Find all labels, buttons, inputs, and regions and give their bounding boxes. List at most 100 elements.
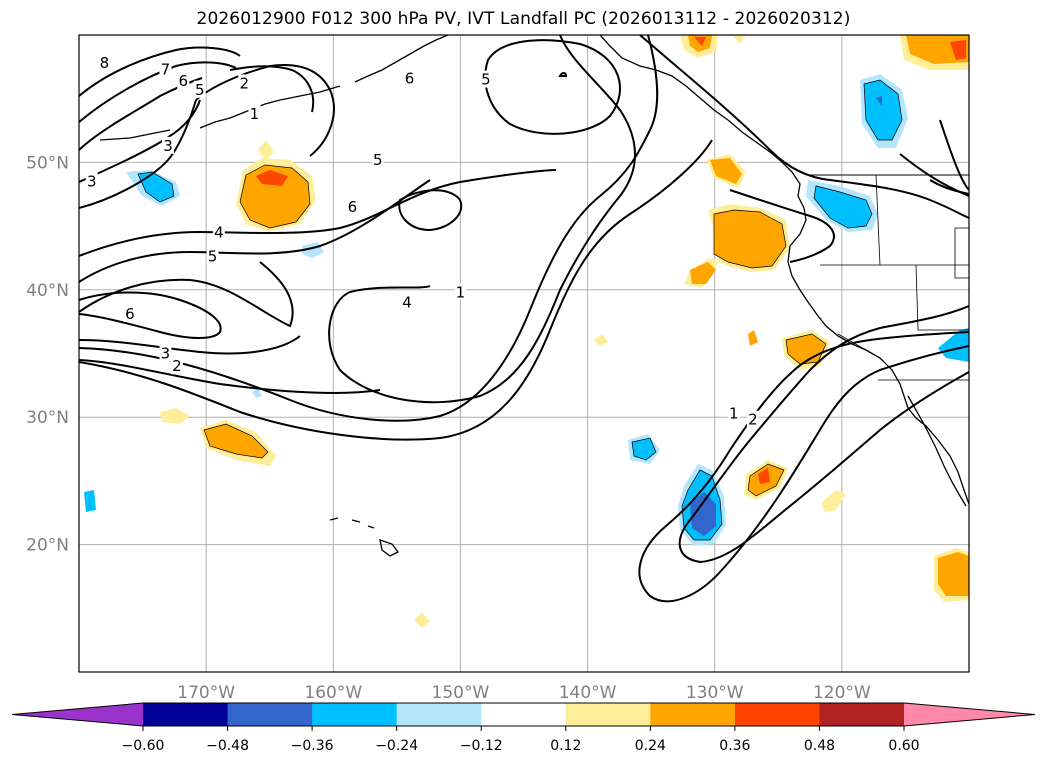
colorbar-tick-label: −0.24: [375, 738, 418, 754]
contour-label-bg: [479, 70, 492, 88]
shade-patch-orange: [204, 424, 268, 458]
colorbar-segment: [396, 703, 482, 726]
colorbar-tick-label: 0.48: [804, 738, 835, 754]
colorbar-segment: [481, 703, 567, 726]
colorbar-tick-label: −0.48: [206, 738, 249, 754]
contour-label: 1: [250, 105, 260, 123]
contour-label-bg: [162, 136, 174, 154]
contour-label: 4: [214, 223, 224, 241]
shade-patch-orange: [240, 165, 310, 228]
contour-label: 5: [481, 71, 491, 89]
contour-label-bg: [159, 60, 172, 78]
contour-label: 2: [172, 357, 182, 375]
colorbar-tick-label: 0.36: [719, 738, 750, 754]
contour-label-bg: [98, 54, 111, 72]
contour-label: 5: [208, 248, 218, 266]
contour-label-bg: [371, 150, 384, 168]
shade-patch-orange: [690, 262, 716, 284]
colorbar-extend-high: [904, 703, 1035, 726]
shade-patch-blue: [138, 172, 174, 202]
shade-patch-orange: [822, 490, 846, 512]
shade-patch-blue: [252, 388, 262, 398]
shade-patch-orange: [594, 334, 608, 346]
shade-patch-orange: [160, 408, 190, 424]
contour-label: 6: [405, 69, 415, 87]
lon-tick-label: 160°W: [304, 683, 362, 703]
contour-label-bg: [746, 410, 759, 428]
contour-label: 5: [195, 81, 205, 99]
shade-patch-orange: [732, 35, 746, 44]
lat-tick-label: 30°N: [26, 408, 69, 428]
contour-label-bg: [248, 104, 261, 122]
pv-contours: [79, 35, 969, 603]
shade-patch-navy: [690, 492, 716, 536]
contour-label: 6: [348, 198, 358, 216]
colorbar-segment: [819, 703, 905, 726]
map-title: 2026012900 F012 300 hPa PV, IVT Landfall…: [196, 9, 851, 29]
contour-label: 4: [402, 294, 412, 312]
shade-patch-orange: [938, 552, 969, 596]
shade-patch-orange: [710, 158, 742, 184]
contour-label-bg: [212, 223, 225, 241]
contour-label-bg: [238, 74, 251, 92]
contour-label-bg: [454, 283, 467, 301]
contour-label: 5: [373, 151, 383, 169]
lon-tick-label: 120°W: [813, 683, 871, 703]
contour-label: 7: [161, 60, 171, 78]
colorbar-segment: [227, 703, 313, 726]
shade-patch-red: [256, 170, 288, 186]
colorbar-tick-label: 0.60: [888, 738, 919, 754]
map-frame: [78, 34, 970, 673]
colorbar-segment: [312, 703, 398, 726]
lat-tick-label: 50°N: [26, 153, 69, 173]
baja-peninsula: [907, 395, 967, 507]
colorbar-tick-label: −0.12: [460, 738, 503, 754]
lat-tick-label: 40°N: [26, 281, 69, 301]
lon-tick-label: 140°W: [559, 683, 617, 703]
shade-patch-orange: [714, 210, 786, 268]
lon-tick-label: 130°W: [686, 683, 744, 703]
colorbar-extend-low: [12, 703, 143, 726]
contour-label-bg: [123, 305, 136, 323]
lon-tick-label: 170°W: [177, 683, 235, 703]
shade-patch-blue: [814, 186, 872, 228]
colorbar-segment: [734, 703, 820, 726]
shade-patch-blue: [938, 328, 969, 362]
shade-patch-orange: [748, 330, 758, 346]
colorbar-tick-label: −0.60: [122, 738, 165, 754]
shade-patch-red: [694, 37, 706, 46]
contour-label: 6: [178, 72, 188, 90]
contour-label-bg: [403, 69, 416, 87]
contour-label-bg: [206, 247, 219, 265]
contour-label-bg: [159, 344, 172, 362]
colorbar-tick-label: 0.24: [635, 738, 666, 754]
shade-patch-blue: [864, 80, 902, 140]
contour-label: 2: [240, 74, 250, 92]
contour-label-bg: [727, 404, 740, 422]
state-borders: [820, 174, 969, 381]
shade-patch-red: [950, 40, 966, 60]
lon-tick-label: 150°W: [432, 683, 490, 703]
contour-label: 3: [87, 173, 97, 191]
colorbar-segment: [143, 703, 229, 726]
contour-label: 1: [456, 283, 466, 301]
lat-tick-label: 20°N: [26, 536, 69, 556]
coastlines: [99, 35, 969, 557]
hawaii-islands: [329, 517, 399, 557]
contour-label-bg: [346, 197, 359, 215]
shade-patch-orange: [414, 612, 430, 628]
shade-outlines: [137, 79, 903, 541]
shade-patch-red: [758, 468, 770, 484]
contour-label: 3: [163, 137, 173, 155]
contour-label: 1: [729, 404, 739, 422]
aleutian-islands: [99, 35, 449, 141]
north-america-coast: [599, 35, 969, 505]
contour-label-bg: [85, 172, 98, 190]
shade-patch-blue: [84, 490, 96, 512]
shade-patch-blue: [632, 438, 656, 460]
contour-label-bg: [177, 71, 190, 89]
contour-label-bg: [401, 293, 414, 311]
contour-label: 3: [161, 345, 171, 363]
